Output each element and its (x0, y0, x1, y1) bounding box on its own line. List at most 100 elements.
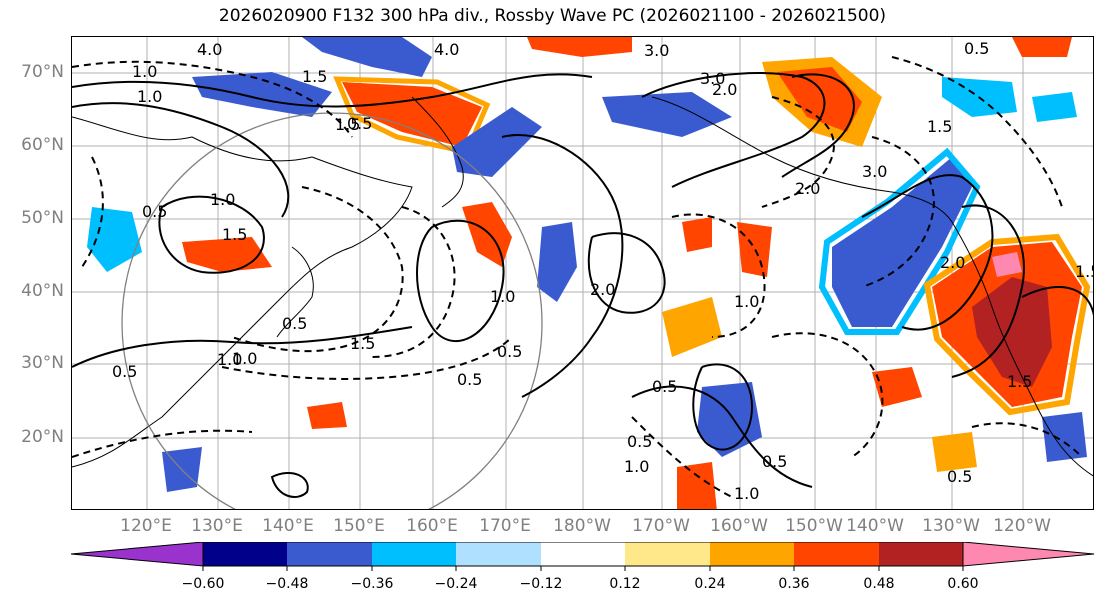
coastline-north-america (951, 221, 1093, 477)
colorbar-tick-label: 0.12 (609, 576, 641, 592)
pos-area-west-coast-rim (923, 233, 1091, 416)
lon-label-150w: 150°W (785, 516, 843, 536)
solid-contours (72, 72, 1093, 498)
solid-contour-mid-basin (416, 219, 505, 343)
contour-label: 2.0 (795, 179, 820, 198)
contour-label: 4.0 (434, 40, 459, 59)
solid-contour-south-loop (270, 472, 309, 498)
colorbar-segment-10 (879, 542, 963, 566)
solid-contour-west-upper (72, 73, 593, 108)
colorbar-segment-2 (203, 542, 287, 566)
colorbar-tick-marks (202, 566, 964, 571)
colorbar-segment-11 (962, 542, 1095, 567)
pos-area-top-right (1012, 37, 1072, 57)
lat-label-20n: 20°N (21, 427, 64, 447)
solid-contour-west-gyre (158, 195, 265, 274)
lon-label-150e: 150°E (333, 516, 385, 536)
neg-area-kamchatka (452, 107, 542, 177)
lat-label-30n: 30°N (21, 353, 64, 373)
contour-label: 4.0 (197, 40, 222, 59)
solid-contour-dateline-wave (501, 134, 624, 398)
contour-label: 1.0 (232, 349, 257, 368)
dashed-contour-central-loop (671, 213, 766, 338)
dashed-contour-north-pacific (221, 336, 513, 380)
pos-area-west-2 (307, 402, 347, 429)
lon-label-160w: 160°W (710, 516, 768, 536)
projection-circle (121, 112, 543, 509)
contour-label: 0.5 (497, 342, 522, 361)
lon-label-180w: 180°W (553, 516, 611, 536)
map-panel: 4.0 4.0 3.0 3.0 0.5 1.0 1.0 1.5 0.5 1.0 … (71, 36, 1094, 510)
lon-label-120w: 120°W (993, 516, 1051, 536)
contour-label: 2.0 (590, 280, 615, 299)
solid-contour-subtropic (692, 363, 754, 451)
solid-contour-arctic (641, 72, 826, 188)
contour-label: 3.0 (700, 69, 725, 88)
coastline-alaska (651, 96, 953, 223)
contour-label: 1.0 (132, 62, 157, 81)
colorbar-segment-3 (287, 542, 372, 566)
contour-label: 0.5 (142, 202, 167, 221)
contour-label: 0.5 (627, 432, 652, 451)
solid-contour-south-west (72, 326, 413, 368)
colorbar-tick-label: −0.36 (350, 576, 394, 592)
coastlines (72, 96, 1093, 477)
dashed-contour-gulf-alaska-1 (861, 136, 935, 288)
contour-labels: 4.0 4.0 3.0 3.0 0.5 1.0 1.0 1.5 0.5 1.0 … (112, 39, 1094, 503)
contour-label: 1.0 (217, 350, 242, 369)
contour-label: 1.0 (210, 190, 235, 209)
dashed-contour-central-trough (371, 206, 456, 358)
neg-area-northeast-pacific-rim (818, 147, 981, 335)
lon-label-130e: 130°E (191, 516, 243, 536)
contour-label: 1.0 (734, 484, 759, 503)
neg-area-east-2 (1032, 92, 1077, 122)
solid-contour-east-loop (587, 232, 666, 314)
solid-contour-west-coast (951, 204, 1025, 378)
dashed-contour-arctic-west (72, 60, 353, 138)
neg-area-north (192, 72, 332, 117)
pos-area-west-coast-peak (992, 252, 1022, 277)
colorbar-segment-4 (372, 542, 456, 566)
dashed-contour-gulf-alaska-2 (891, 56, 1063, 208)
neg-area-bering (302, 37, 432, 77)
dashed-contour-east-pacific (771, 332, 884, 458)
contour-label: 1.5 (927, 117, 952, 136)
lon-label-130w: 130°W (922, 516, 980, 536)
lon-label-170w: 170°W (632, 516, 690, 536)
contour-label: 1.0 (624, 457, 649, 476)
contour-label: 0.5 (947, 467, 972, 486)
contour-label: 1.5 (1075, 262, 1094, 281)
colorbar-tick-label: 0.60 (947, 576, 979, 592)
pos-area-midlat-1 (462, 202, 512, 267)
contour-label: 1.0 (490, 287, 515, 306)
lat-label-50n: 50°N (21, 208, 64, 228)
lat-label-60n: 60°N (21, 135, 64, 155)
contour-label: 2.0 (940, 253, 965, 272)
colorbar-segment-6 (541, 542, 625, 566)
coastline-japan (276, 246, 314, 338)
contour-label: 3.0 (862, 162, 887, 181)
lon-label-160e: 160°E (406, 516, 458, 536)
colorbar-segment-7 (625, 542, 710, 566)
pos-area-midlat-4 (662, 297, 722, 357)
solid-contour-south-central (631, 385, 813, 488)
lon-label-140e: 140°E (262, 516, 314, 536)
pos-area-subtropic-1 (872, 367, 922, 407)
colorbar-tick-label: −0.12 (519, 576, 563, 592)
lon-label-170e: 170°E (479, 516, 531, 536)
colorbar-segment-9 (794, 542, 879, 566)
colorbar-segment-8 (710, 542, 794, 566)
contour-label: 0.5 (964, 39, 989, 58)
contour-label: 1.5 (222, 225, 247, 244)
dashed-contour-subtropic-west (72, 429, 253, 458)
pos-area-midlat-2 (682, 217, 712, 252)
contour-label: 1.5 (335, 115, 360, 134)
colorbar-frame (202, 542, 964, 567)
dashed-contour-west-rim (81, 156, 104, 268)
colorbar-segment-1 (70, 542, 204, 567)
pos-area-east-1 (932, 432, 977, 472)
neg-area-midlat-1 (537, 222, 577, 302)
neg-area-arctic-east (602, 92, 732, 137)
dashed-contour-japan-trough (231, 186, 404, 353)
colorbar-tick-label: −0.48 (265, 576, 309, 592)
